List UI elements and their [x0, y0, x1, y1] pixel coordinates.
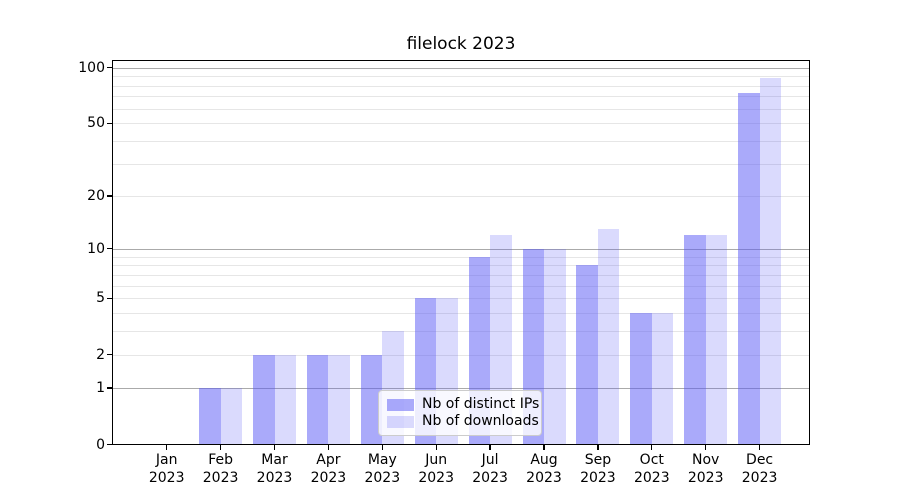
legend-label-downloads: Nb of downloads: [422, 413, 539, 429]
y-tick-mark: [107, 443, 112, 446]
y-gridline-major: [112, 67, 810, 69]
x-tick-mark: [758, 444, 761, 450]
y-gridline-minor: [112, 256, 810, 258]
bar-downloads-feb: [220, 387, 243, 445]
x-tick-label: Nov 2023: [687, 452, 724, 486]
x-tick-mark: [543, 444, 545, 450]
legend-item-downloads: Nb of downloads: [387, 413, 539, 430]
y-gridline-minor: [112, 354, 810, 356]
y-gridline-minor: [112, 141, 810, 143]
y-gridline-minor: [112, 123, 810, 125]
y-tick-label: 0: [96, 436, 105, 453]
y-gridline-minor: [112, 274, 810, 276]
x-tick-label: Jul 2023: [472, 452, 508, 486]
bar-downloads-mar: [274, 354, 296, 445]
legend: Nb of distinct IPs Nb of downloads: [378, 390, 542, 436]
x-tick-mark: [219, 444, 222, 450]
y-tick-label: 100: [78, 59, 105, 76]
y-tick-label: 1: [96, 379, 105, 396]
y-tick-mark: [107, 387, 112, 389]
x-tick-mark: [381, 444, 383, 450]
legend-item-distinct-ips: Nb of distinct IPs: [387, 396, 539, 413]
y-gridline-minor: [112, 285, 810, 287]
bar-distinct-ips-may: [360, 354, 383, 445]
x-tick-label: Jun 2023: [418, 452, 455, 486]
x-tick-label: Mar 2023: [256, 452, 293, 486]
y-tick-mark: [107, 248, 112, 250]
legend-swatch-downloads: [387, 415, 414, 428]
x-tick-mark: [327, 444, 330, 450]
x-tick-label: Dec 2023: [741, 452, 778, 486]
x-tick-label: Jan 2023: [148, 452, 185, 486]
y-gridline-major: [112, 387, 810, 389]
bar-downloads-sep: [597, 229, 620, 445]
y-tick-label: 10: [87, 240, 105, 257]
legend-swatch-distinct-ips: [387, 398, 414, 411]
x-tick-mark: [435, 444, 437, 450]
bar-distinct-ips-apr: [306, 354, 329, 445]
bar-downloads-apr: [328, 354, 350, 445]
x-tick-label: May 2023: [364, 452, 401, 486]
y-gridline-major: [112, 248, 810, 250]
x-tick-label: Feb 2023: [202, 452, 239, 486]
y-gridline-minor: [112, 108, 810, 110]
x-tick-mark: [166, 444, 168, 450]
x-tick-label: Oct 2023: [633, 452, 670, 486]
x-tick-mark: [705, 444, 707, 450]
y-gridline-minor: [112, 85, 810, 87]
bar-distinct-ips-feb: [199, 387, 221, 445]
y-gridline-minor: [112, 331, 810, 333]
y-tick-label: 2: [96, 346, 105, 363]
bar-downloads-nov: [705, 235, 728, 445]
x-tick-label: Sep 2023: [580, 452, 616, 486]
x-tick-mark: [489, 444, 491, 450]
y-tick-label: 20: [87, 187, 105, 204]
x-tick-mark: [597, 444, 599, 450]
y-tick-label: 50: [87, 115, 105, 132]
bar-downloads-aug: [544, 248, 566, 445]
bar-distinct-ips-dec: [738, 93, 760, 445]
y-gridline-minor: [112, 298, 810, 300]
bar-downloads-oct: [651, 313, 674, 445]
y-gridline-minor: [112, 164, 810, 166]
y-gridline-minor: [112, 195, 810, 197]
y-tick-label: 5: [96, 290, 105, 307]
bar-distinct-ips-oct: [630, 313, 652, 445]
y-gridline-minor: [112, 265, 810, 267]
bar-downloads-dec: [759, 78, 782, 445]
y-gridline-minor: [112, 313, 810, 315]
x-tick-label: Aug 2023: [526, 452, 562, 486]
x-tick-label: Apr 2023: [310, 452, 347, 486]
y-tick-mark: [107, 297, 112, 299]
y-tick-mark: [107, 195, 112, 197]
y-gridline-minor: [112, 76, 810, 78]
bar-distinct-ips-nov: [684, 235, 706, 445]
bar-distinct-ips-sep: [576, 265, 598, 445]
x-tick-mark: [273, 444, 276, 450]
y-gridline-minor: [112, 96, 810, 98]
legend-label-distinct-ips: Nb of distinct IPs: [422, 396, 540, 412]
y-tick-mark: [107, 67, 112, 69]
bar-distinct-ips-mar: [253, 354, 275, 445]
chart-title: filelock 2023: [406, 34, 516, 54]
y-tick-mark: [107, 122, 112, 125]
y-tick-mark: [107, 354, 112, 356]
x-tick-mark: [651, 444, 653, 450]
